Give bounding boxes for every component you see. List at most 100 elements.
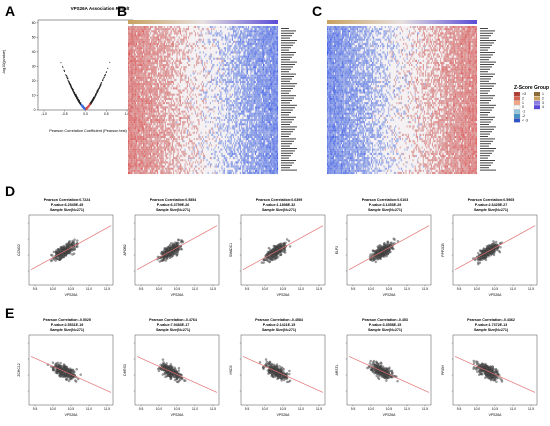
zscore-label: -2	[522, 114, 525, 118]
scatter-xtick: 9.5	[139, 407, 144, 411]
scatter-xtick: 9.5	[351, 287, 356, 291]
scatter-y-label: DHRS3	[123, 364, 127, 376]
scatter-y-label: CCND2	[17, 244, 21, 256]
scatter-xtick: 10.0	[50, 287, 56, 291]
scatter-y-label: ZCHC12	[17, 363, 21, 376]
scatter-xtick: 11.5	[104, 407, 110, 411]
scatter-x-label: VPS26A	[277, 293, 291, 297]
heatmap-b	[128, 20, 297, 175]
scatter-xtick: 11.0	[510, 407, 516, 411]
stat-p: P-value:1.1898E-32	[239, 203, 319, 208]
volcano-xtick: 0.5	[104, 112, 109, 116]
scatter-plot: DHRS3 VPS26A 9.5 10.0 10.5 11.0 11.5	[123, 334, 220, 417]
volcano-ytick: 30	[32, 64, 36, 68]
scatter-plot: ELP2 VPS26A 9.5 10.0 10.5 11.0 11.5	[335, 214, 432, 297]
stat-r: Pearson Correlation:0.5965	[451, 198, 531, 203]
panel-label-d: D	[5, 183, 15, 199]
scatter-xtick: 11.5	[210, 287, 216, 291]
stat-n: Sample Size(N=271)	[345, 328, 425, 333]
scatter-xtick: 11.0	[510, 287, 516, 291]
scatter-xtick: 10.0	[368, 407, 374, 411]
zscore-label: 0	[522, 105, 524, 109]
group-label: 2	[542, 96, 544, 100]
stat-r: Pearson Correlation:-0.4584	[239, 318, 319, 323]
scatter-xtick: 9.5	[245, 407, 250, 411]
volcano-y-label: -log10(pvalue)	[2, 50, 6, 74]
stat-n: Sample Size(N=271)	[239, 328, 319, 333]
group-legend-title: Group	[534, 85, 549, 91]
volcano-title: VPS26A Association Result	[40, 6, 160, 11]
zscore-label: 1	[522, 101, 524, 105]
scatter-xtick: 10.0	[262, 287, 268, 291]
scatter-xtick: 9.5	[245, 287, 250, 291]
scatter-y-label: SMADC1	[229, 243, 233, 257]
group-label: 4	[542, 105, 544, 109]
scatter-x-label: VPS26A	[171, 413, 185, 417]
scatter-xtick: 11.5	[210, 407, 216, 411]
stat-p: P-value:6.2545E-45	[27, 203, 107, 208]
scatter-xtick: 10.0	[50, 407, 56, 411]
volcano-plot: 0 10 20 30 40 50 60 -1.0 -0.5 0.0 0.5 1.0	[32, 19, 134, 116]
stat-p: P-value:3.1453E-29	[345, 203, 425, 208]
scatter-xtick: 10.5	[68, 407, 74, 411]
stat-r: Pearson Correlation:0.5854	[133, 198, 213, 203]
zscore-label: < -3	[522, 118, 528, 122]
scatter-xtick: 11.0	[298, 407, 304, 411]
scatter-xtick: 10.0	[474, 287, 480, 291]
scatter-xtick: 11.5	[422, 407, 428, 411]
stat-n: Sample Size(N=271)	[133, 328, 213, 333]
panel-label-a: A	[5, 3, 15, 19]
scatter-xtick: 10.5	[492, 287, 498, 291]
group-label: 3	[542, 101, 544, 105]
stat-p: P-value:1.7372E-13	[451, 323, 531, 328]
stat-r: Pearson Correlation:-0.5025	[27, 318, 107, 323]
scatter-x-label: VPS26A	[65, 293, 79, 297]
zscore-label: >3	[522, 92, 526, 96]
scatter-xtick: 11.0	[86, 407, 92, 411]
scatter-xtick: 9.5	[139, 287, 144, 291]
scatter-xtick: 10.5	[386, 287, 392, 291]
scatter-xtick: 11.0	[86, 287, 92, 291]
volcano-x-label: Pearson Correlation Coefficient (Pearson…	[28, 129, 148, 133]
scatter-xtick: 11.5	[528, 287, 534, 291]
stat-n: Sample Size(N=271)	[27, 208, 107, 213]
scatter-xtick: 11.0	[192, 287, 198, 291]
volcano-xtick: -0.5	[62, 112, 68, 116]
stat-r: Pearson Correlation:-0.453	[345, 318, 425, 323]
stat-r: Pearson Correlation:0.7224	[27, 198, 107, 203]
stat-r: Pearson Correlation:0.6103	[345, 198, 425, 203]
scatter-x-label: VPS26A	[383, 413, 397, 417]
scatter-y-label: APOB2	[123, 244, 127, 255]
scatter-xtick: 11.5	[422, 287, 428, 291]
heatmap-c	[327, 20, 496, 175]
scatter-y-label: ELP2	[335, 246, 339, 254]
stat-p: P-value:2.5531E-19	[27, 323, 107, 328]
panel-label-e: E	[5, 305, 14, 321]
scatter-y-label: ARSTL	[335, 364, 339, 375]
scatter-xtick: 10.5	[280, 407, 286, 411]
scatter-plot: PRGH VPS26A 9.5 10.0 10.5 11.0 11.5	[441, 334, 538, 417]
stat-n: Sample Size(N=271)	[451, 208, 531, 213]
scatter-x-label: VPS26A	[489, 413, 503, 417]
scatter-plot: APOB2 VPS26A 9.5 10.0 10.5 11.0 11.5	[123, 214, 220, 297]
stat-n: Sample Size(N=271)	[451, 328, 531, 333]
group-label: 1	[542, 92, 544, 96]
zscore-label: 2	[522, 96, 524, 100]
scatter-x-label: VPS26A	[383, 293, 397, 297]
scatter-y-label: PPP2CB	[441, 243, 445, 257]
stat-n: Sample Size(N=271)	[133, 208, 213, 213]
volcano-ytick: 10	[32, 93, 36, 97]
volcano-ytick: 60	[32, 21, 36, 25]
scatter-xtick: 9.5	[351, 407, 356, 411]
stat-p: P-value:3.3558E-15	[345, 323, 425, 328]
scatter-xtick: 10.5	[174, 407, 180, 411]
stat-r: Pearson Correlation:-0.4764	[133, 318, 213, 323]
scatter-plot: ARSTL VPS26A 9.5 10.0 10.5 11.0 11.5	[335, 334, 432, 417]
stat-r: Pearson Correlation:0.6399	[239, 198, 319, 203]
scatter-xtick: 9.5	[457, 407, 462, 411]
volcano-ytick: 50	[32, 35, 36, 39]
scatter-xtick: 11.0	[298, 287, 304, 291]
scatter-xtick: 10.0	[368, 287, 374, 291]
stat-n: Sample Size(N=271)	[27, 328, 107, 333]
scatter-xtick: 10.0	[156, 407, 162, 411]
